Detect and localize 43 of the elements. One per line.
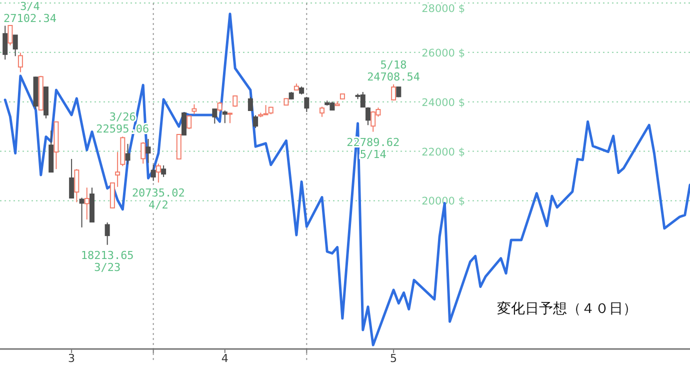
y-tick-label: 24000 $ [422,96,465,109]
candlestick [182,112,186,136]
candlestick [156,163,161,184]
x-tick-label: 3 [68,352,76,365]
series-label: 変化日予想（４０日） [497,301,637,317]
y-tick-label: 22000 $ [422,146,465,158]
candlestick [253,114,258,129]
annotation: 20735.02 4/2 [132,186,185,212]
x-tick-label: 4 [221,352,228,365]
candlestick [115,152,120,188]
candlestick [146,138,151,164]
candlestick [391,84,396,101]
candlestick [192,104,197,115]
candlestick [304,96,310,112]
candlestick [320,106,324,118]
y-tick-label: 20000 $ [422,196,465,208]
annotation: 5/18 24708.54 [367,58,420,84]
candlestick [186,114,192,130]
candlestick [248,96,253,112]
candlestick [2,25,8,60]
candlestick [212,108,218,124]
candlestick [150,164,156,182]
x-tick-label: 5 [390,352,398,365]
candlestick [84,187,90,220]
candlestick [69,158,74,199]
candlestick [140,142,146,164]
candlestick [217,101,222,112]
y-tick-label: 28000 $ [422,3,465,15]
annotation: 3/4 27102.34 [4,0,57,25]
candlestick [222,110,228,124]
candlestick [366,106,370,126]
candlestick [12,34,18,57]
candlestick [161,164,166,178]
annotation: 18213.65 3/23 [80,248,134,274]
candlestick [228,112,232,124]
candlestick [18,52,23,73]
y-tick-label: 26000 $ [422,47,465,60]
candlestick [8,24,13,46]
candlestick [74,168,80,203]
candlestick [104,222,110,246]
candlestick [79,197,84,228]
candlestick [125,143,130,165]
line-series [4,12,690,346]
